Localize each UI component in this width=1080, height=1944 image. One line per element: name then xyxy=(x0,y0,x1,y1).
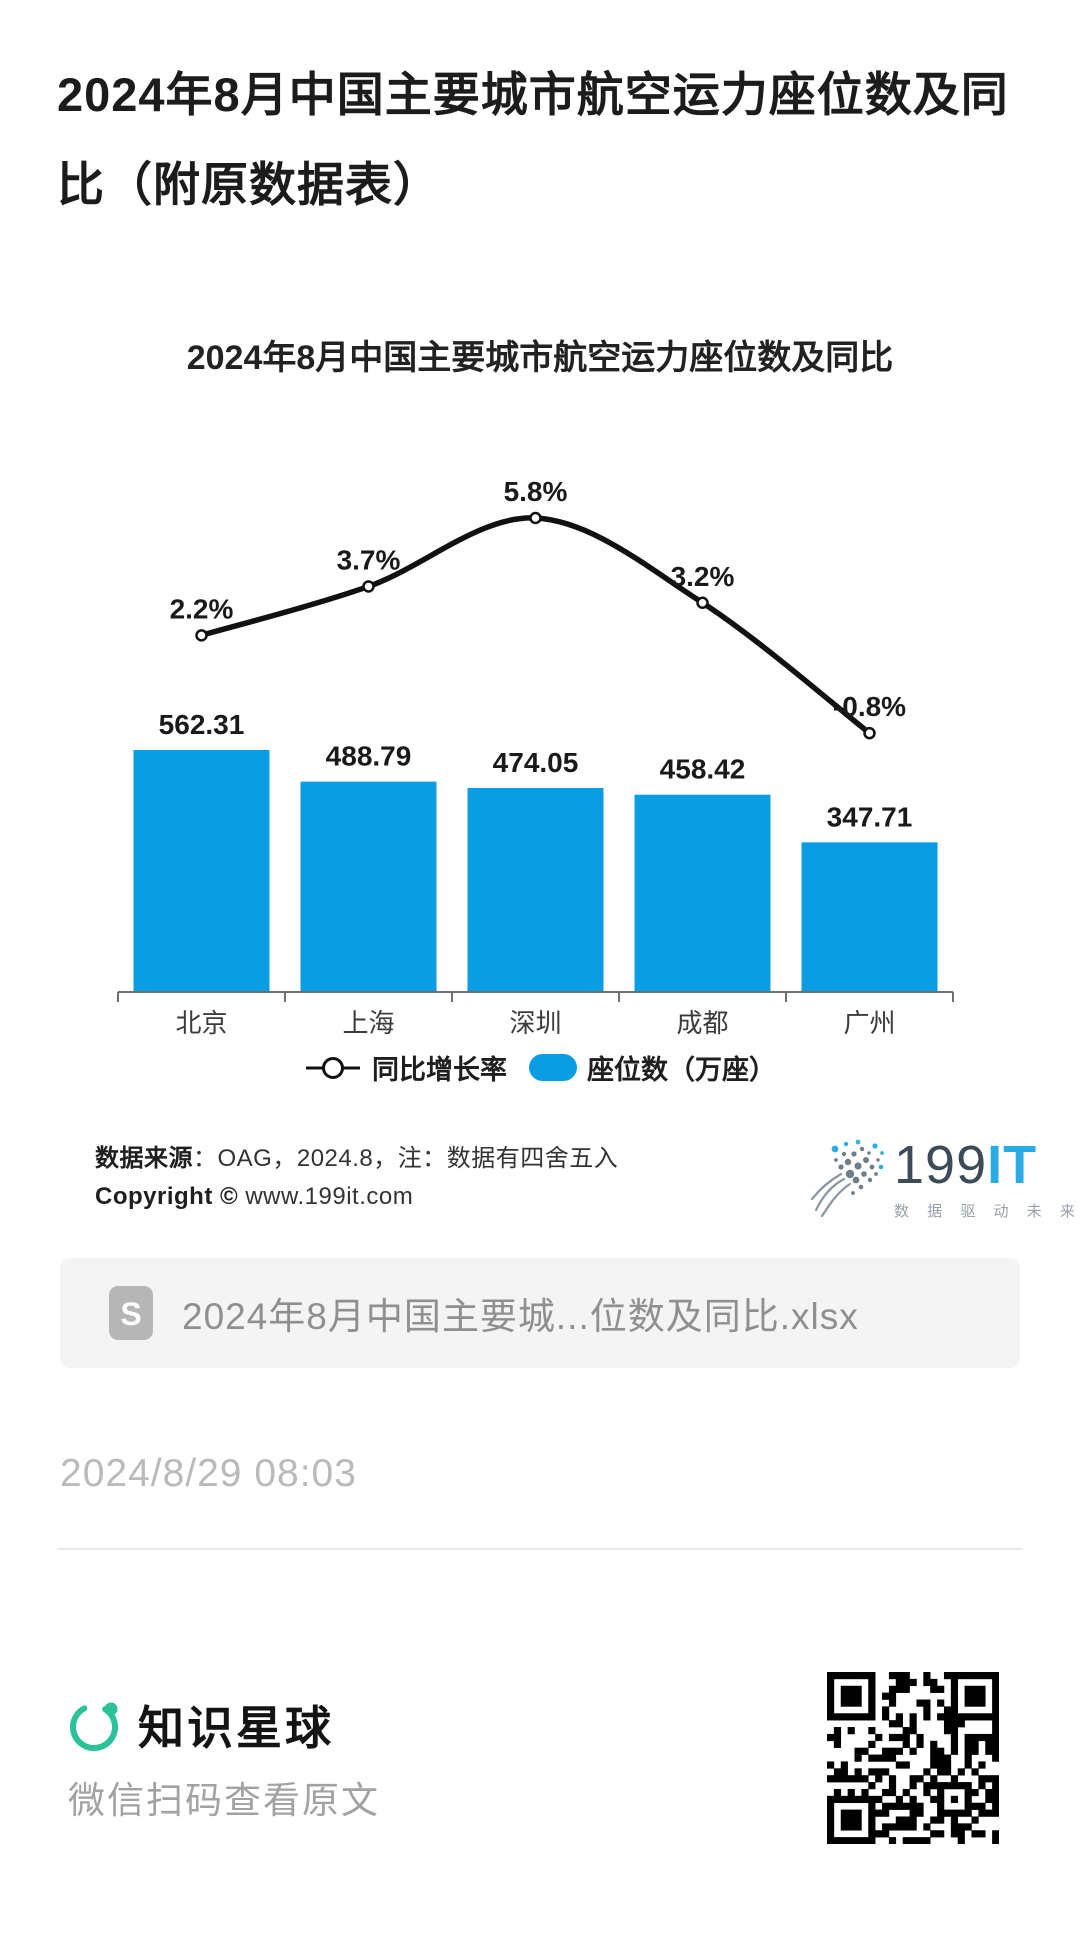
legend-item-seats: 座位数（万座） xyxy=(529,1048,776,1087)
line-point xyxy=(696,596,709,610)
line-point xyxy=(863,726,876,740)
zhishixingqiu-logo-icon xyxy=(70,1702,118,1751)
spreadsheet-file-icon: S xyxy=(109,1286,153,1340)
copyright-url: www.199it.com xyxy=(238,1183,414,1210)
line-point-label: 5.8% xyxy=(504,476,568,507)
post-timestamp: 2024/8/29 08:03 xyxy=(60,1452,357,1495)
legend-seats-label: 座位数（万座） xyxy=(587,1055,776,1085)
legend-item-growth: 同比增长率 xyxy=(304,1048,507,1087)
logo-199-part: 199 xyxy=(894,1135,988,1195)
combo-chart-canvas: 562.31 488.79 474.05 458.42 347.71 北京 上海 深圳 成都 广州… xyxy=(117,476,954,1038)
line-point xyxy=(362,580,375,593)
line-point xyxy=(195,629,208,642)
logo-199it: 199IT 数 据 驱 动 未 来 xyxy=(806,1136,1080,1222)
bar-swatch-icon xyxy=(529,1054,577,1081)
line-point xyxy=(529,511,542,525)
attachment-filename: 2024年8月中国主要城...位数及同比.xlsx xyxy=(182,1296,859,1337)
x-axis-category-label: 成都 xyxy=(676,1008,728,1038)
line-point-label: 3.2% xyxy=(671,561,735,592)
growth-line xyxy=(200,515,872,736)
bar-value-label: 488.79 xyxy=(326,741,412,772)
logo-199it-text: 199IT 数 据 驱 动 未 来 xyxy=(894,1136,1080,1221)
line-point-label: 3.7% xyxy=(337,544,401,575)
svg-text:S: S xyxy=(120,1296,141,1332)
x-axis-category-label: 深圳 xyxy=(509,1008,561,1038)
chart-title: 2024年8月中国主要城市航空运力座位数及同比 xyxy=(186,339,894,377)
x-axis-category-label: 上海 xyxy=(342,1008,394,1038)
divider xyxy=(57,1548,1023,1550)
scan-hint-text: 微信扫码查看原文 xyxy=(68,1780,380,1821)
x-axis-category-label: 北京 xyxy=(175,1008,227,1038)
copyright-label: Copyright © xyxy=(95,1183,239,1210)
data-source-label: 数据来源 xyxy=(95,1145,193,1172)
bar xyxy=(133,750,270,992)
logo-199it-name: 199IT xyxy=(894,1136,1080,1194)
brand-name: 知识星球 xyxy=(138,1702,334,1754)
x-axis-category-label: 广州 xyxy=(843,1008,895,1038)
bar-value-label: 458.42 xyxy=(660,754,746,785)
source-block: 数据来源：OAG，2024.8，注：数据有四舍五入 Copyright © ww… xyxy=(95,1138,618,1221)
bar xyxy=(467,787,604,992)
copyright-line: Copyright © www.199it.com xyxy=(95,1183,618,1211)
brand-row: 知识星球 xyxy=(68,1692,334,1758)
line-point-label: 2.2% xyxy=(170,593,234,624)
attachment-card[interactable]: S 2024年8月中国主要城...位数及同比.xlsx xyxy=(60,1258,1020,1368)
bar-value-label: 347.71 xyxy=(827,801,913,832)
bar-value-label: 474.05 xyxy=(493,747,579,778)
chart-legend: 同比增长率 座位数（万座） xyxy=(0,1048,1080,1087)
logo-199it-slogan: 数 据 驱 动 未 来 xyxy=(894,1203,1080,1220)
qr-code xyxy=(827,1672,999,1844)
line-point-label: -0.8% xyxy=(833,691,906,722)
bar xyxy=(634,794,771,992)
bar xyxy=(801,842,938,992)
page-title: 2024年8月中国主要城市航空运力座位数及同比（附原数据表） xyxy=(57,68,1009,212)
bar xyxy=(300,781,437,992)
data-source-text: ：OAG，2024.8，注：数据有四舍五入 xyxy=(193,1145,619,1172)
legend-growth-label: 同比增长率 xyxy=(372,1055,507,1085)
bar-value-label: 562.31 xyxy=(159,709,245,740)
data-source-line: 数据来源：OAG，2024.8，注：数据有四舍五入 xyxy=(95,1138,618,1173)
dandelion-logo-icon xyxy=(810,1139,884,1218)
line-marker-icon xyxy=(306,1056,360,1079)
logo-it-part: IT xyxy=(987,1135,1038,1195)
